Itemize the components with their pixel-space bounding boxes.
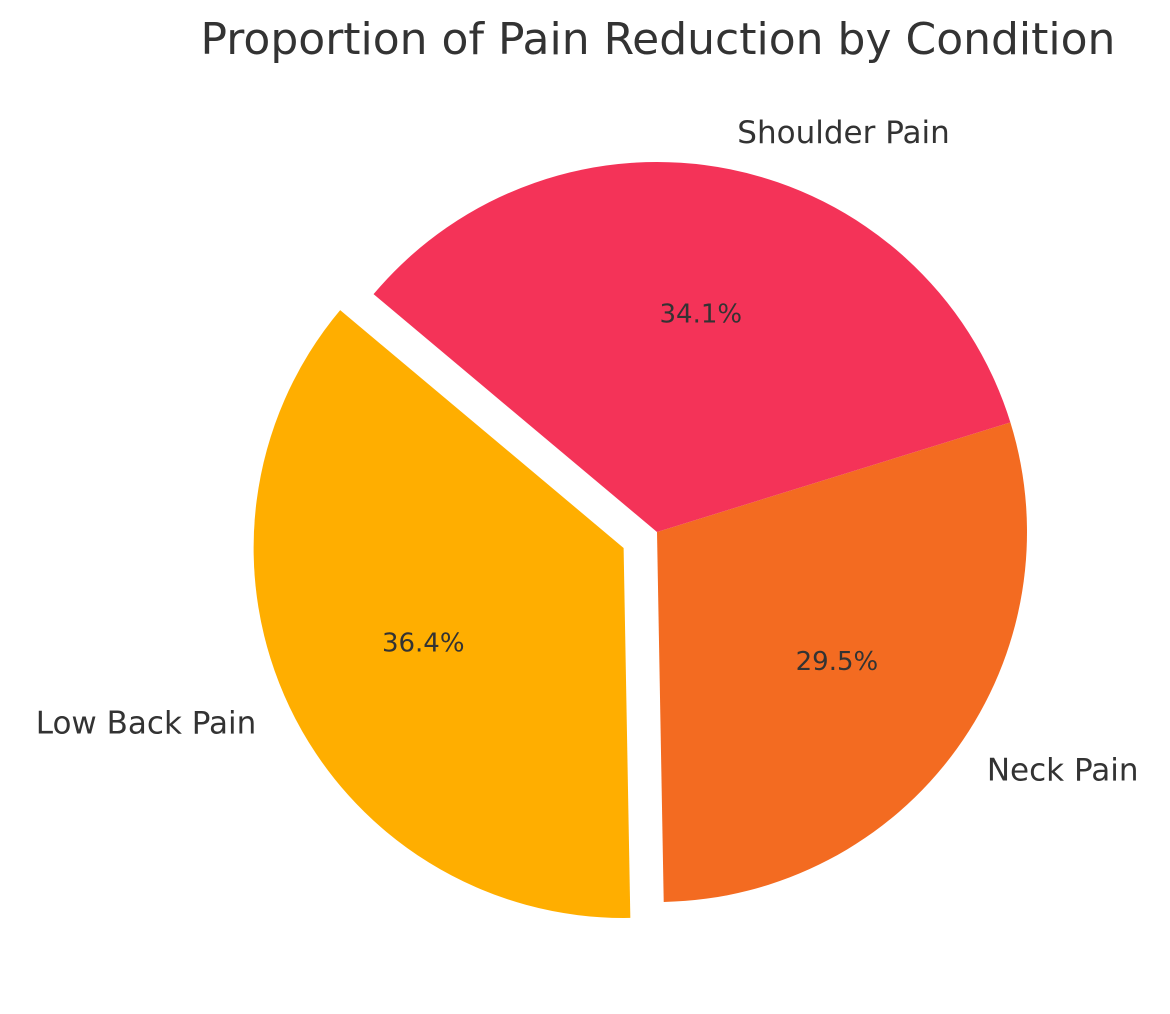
pct-label-shoulder-pain: 34.1% bbox=[659, 299, 742, 329]
chart-title: Proportion of Pain Reduction by Conditio… bbox=[200, 14, 1116, 65]
pct-label-neck-pain: 29.5% bbox=[796, 647, 879, 677]
pie-slice-neck-pain bbox=[657, 422, 1027, 902]
slice-label-neck-pain: Neck Pain bbox=[987, 752, 1139, 788]
pie-labels: 36.4% Low Back Pain 29.5% Neck Pain 34.1% Sho… bbox=[36, 115, 1139, 788]
slice-label-shoulder-pain: Shoulder Pain bbox=[737, 115, 949, 151]
pie-slices bbox=[253, 161, 1027, 918]
slice-label-low-back-pain: Low Back Pain bbox=[36, 705, 257, 741]
pie-slice-low-back-pain bbox=[253, 310, 631, 918]
pie-slice-shoulder-pain bbox=[373, 161, 1011, 532]
pct-label-low-back-pain: 36.4% bbox=[382, 629, 465, 659]
